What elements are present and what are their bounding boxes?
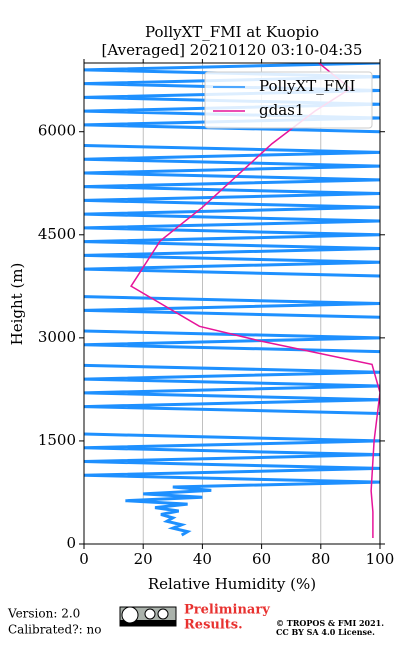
plot-area: 0 20 40 60 80 100 0 1500 3000 4500 6000 PollyXT_FMI… [38, 59, 395, 568]
legend-box [204, 71, 373, 129]
preliminary: Preliminary [184, 603, 270, 618]
y-tick-label: 6000 [38, 122, 76, 140]
chart-title: PollyXT_FMI at Kuopio [145, 23, 319, 41]
y-tick-label: 0 [66, 534, 76, 552]
legend-label: PollyXT_FMI [259, 77, 356, 95]
cc-badge [119, 606, 177, 627]
x-tick-label: 80 [311, 550, 330, 568]
copyright: © TROPOS & FMI 2021. [276, 618, 384, 628]
x-tick-label: 60 [252, 550, 271, 568]
x-tick-label: 40 [193, 550, 212, 568]
copyright: CC BY SA 4.0 License. [276, 627, 375, 637]
plot-clip [84, 63, 380, 544]
profile-line [84, 63, 380, 537]
x-tick-label: 100 [366, 550, 395, 568]
y-axis-label: Height (m) [8, 263, 26, 346]
y-tick-label: 3000 [38, 328, 76, 346]
version: Version: 2.0 [7, 607, 80, 621]
x-tick-label: 0 [79, 550, 89, 568]
x-tick-label: 20 [134, 550, 153, 568]
x-axis-label: Relative Humidity (%) [148, 575, 316, 593]
y-tick-label: 1500 [38, 431, 76, 449]
preliminary: Results. [184, 618, 243, 633]
calibrated: Calibrated?: no [8, 623, 101, 637]
legend-label: gdas1 [259, 101, 304, 119]
plot-frame [83, 62, 381, 545]
chart-subtitle: [Averaged] 20210120 03:10-04:35 [102, 41, 363, 59]
legend: PollyXT_FMI gdas1 [204, 71, 373, 129]
y-tick-label: 4500 [38, 225, 76, 243]
